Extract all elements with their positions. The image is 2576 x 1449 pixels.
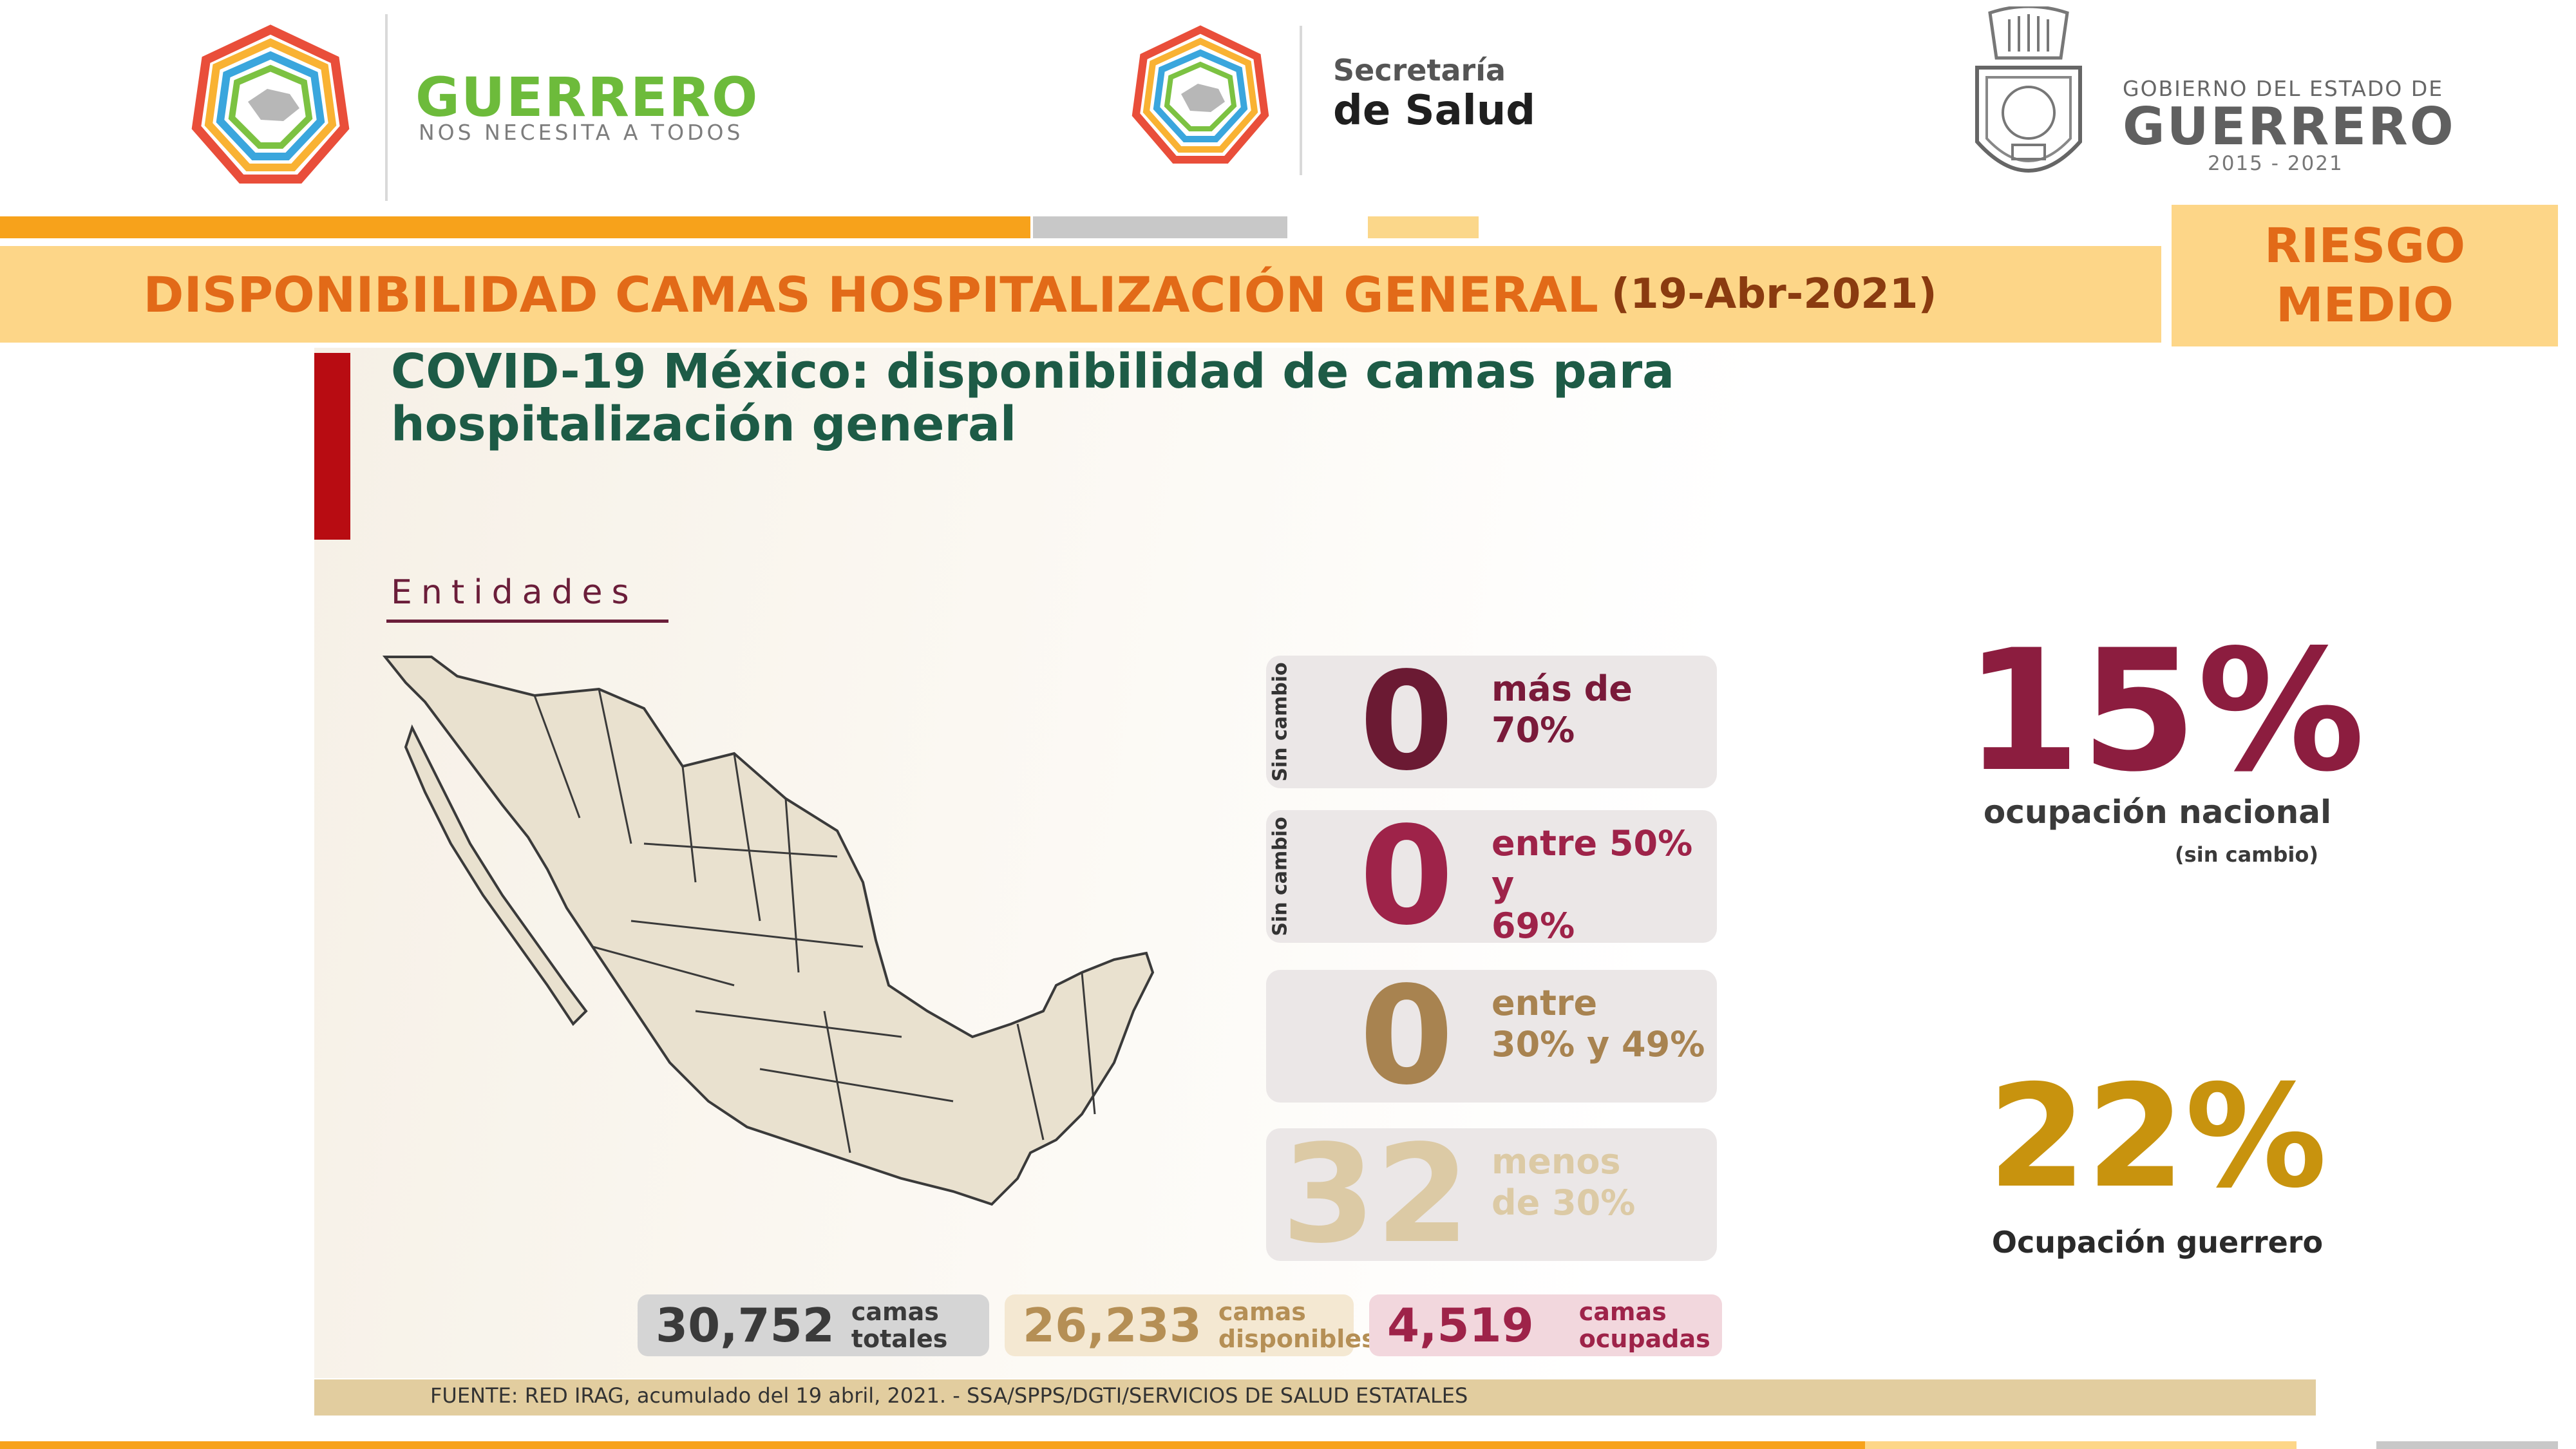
gobierno-years: 2015 - 2021 xyxy=(2208,152,2344,175)
state-occupancy-value: 22% xyxy=(1987,1054,2327,1219)
card-range-label: más de 70% xyxy=(1492,668,1710,751)
category-card-30-49: 0 entre 30% y 49% xyxy=(1266,957,1717,1115)
stat-label-line2: ocupadas xyxy=(1578,1325,1710,1353)
stat-label-line2: totales xyxy=(851,1325,948,1353)
guerrero-logo-icon xyxy=(191,24,350,184)
national-occupancy-note: (sin cambio) xyxy=(2175,842,2318,867)
top-bar-orange xyxy=(0,216,1030,238)
category-card-over-70: Sin cambio 0 más de 70% xyxy=(1266,643,1717,800)
card-count: 32 xyxy=(1281,1115,1470,1273)
page-title: DISPONIBILIDAD CAMAS HOSPITALIZACIÓN GEN… xyxy=(0,246,2080,343)
bottom-bar-orange xyxy=(0,1441,1865,1449)
card-change-label: Sin cambio xyxy=(1269,662,1292,782)
card-change-label: Sin cambio xyxy=(1269,817,1292,936)
stat-value: 30,752 xyxy=(656,1298,835,1352)
gobierno-line1: GOBIERNO DEL ESTADO DE xyxy=(2123,76,2444,101)
card-range-label: entre 30% y 49% xyxy=(1492,983,1710,1065)
title-banner xyxy=(0,246,2161,343)
section-title-line2: hospitalización general xyxy=(391,397,1017,452)
card-count: 0 xyxy=(1359,643,1454,800)
national-occupancy-label: ocupación nacional xyxy=(1983,793,2332,831)
secretaria-logo-icon xyxy=(1132,25,1269,164)
card-range-label: entre 50% y 69% xyxy=(1492,823,1710,947)
page-title-date: (19-Abr-2021) xyxy=(1611,270,1937,318)
stat-total-beds: 30,752 camas totales xyxy=(638,1294,989,1356)
mexico-map-icon xyxy=(382,656,1155,1206)
stat-available-beds: 26,233 camas disponibles xyxy=(1005,1294,1376,1356)
stat-value: 26,233 xyxy=(1023,1298,1202,1352)
category-card-50-69: Sin cambio 0 entre 50% y 69% xyxy=(1266,797,1717,955)
bottom-bar-yellow xyxy=(1865,1441,2297,1449)
national-occupancy-value: 15% xyxy=(1964,614,2365,809)
stat-label: camas totales xyxy=(851,1298,948,1352)
card-range-line2: 69% xyxy=(1492,905,1575,946)
gobierno-line2: GUERRERO xyxy=(2123,97,2456,156)
risk-line1: RIESGO xyxy=(2264,218,2465,274)
card-range-line1: entre 50% y xyxy=(1492,823,1693,905)
source-text: FUENTE: RED IRAG, acumulado del 19 abril… xyxy=(430,1383,1468,1408)
entidades-underline xyxy=(386,620,668,623)
page-title-main: DISPONIBILIDAD CAMAS HOSPITALIZACIÓN GEN… xyxy=(143,265,1598,323)
guerrero-logo-text: GUERRERO xyxy=(415,66,759,129)
title-accent-bar xyxy=(314,353,350,540)
state-occupancy-label: Ocupación guerrero xyxy=(1991,1225,2324,1260)
card-count: 0 xyxy=(1359,797,1454,955)
card-range-line1: más de xyxy=(1492,668,1633,709)
card-range-label: menos de 30% xyxy=(1492,1141,1710,1224)
card-range-line1: entre xyxy=(1492,983,1598,1023)
entidades-label: Entidades xyxy=(391,573,638,612)
category-card-under-30: 32 menos de 30% xyxy=(1266,1115,1717,1273)
risk-line2: MEDIO xyxy=(2275,278,2454,333)
card-count: 0 xyxy=(1359,957,1454,1115)
source-band xyxy=(314,1379,2316,1416)
stat-label-line1: camas xyxy=(1578,1298,1667,1326)
secretaria-line2: de Salud xyxy=(1333,87,1536,135)
stat-label-line2: disponibles xyxy=(1218,1325,1376,1353)
risk-badge: RIESGO MEDIO xyxy=(2172,205,2558,346)
top-bar-yellow xyxy=(1368,216,1479,238)
stat-label-line1: camas xyxy=(1218,1298,1306,1326)
card-range-line2: 70% xyxy=(1492,710,1575,750)
card-range-line2: de 30% xyxy=(1492,1182,1636,1223)
section-title-line1: COVID-19 México: disponibilidad de camas… xyxy=(391,344,1675,399)
stat-value: 4,519 xyxy=(1387,1298,1534,1352)
card-range-line2: 30% y 49% xyxy=(1492,1024,1705,1065)
stat-occupied-beds: 4,519 camas ocupadas xyxy=(1369,1294,1722,1356)
card-range-line1: menos xyxy=(1492,1141,1621,1182)
stat-label: camas disponibles xyxy=(1218,1298,1376,1352)
top-bar-grey xyxy=(1033,216,1287,238)
guerrero-logo-tagline: NOS NECESITA A TODOS xyxy=(419,120,744,145)
state-seal-icon xyxy=(1975,6,2082,173)
secretaria-line1: Secretaría xyxy=(1333,53,1506,88)
stat-label: camas ocupadas xyxy=(1579,1298,1710,1352)
stat-label-line1: camas xyxy=(851,1298,939,1326)
section-title: COVID-19 México: disponibilidad de camas… xyxy=(391,345,1679,451)
bottom-bar-grey xyxy=(2376,1441,2558,1449)
